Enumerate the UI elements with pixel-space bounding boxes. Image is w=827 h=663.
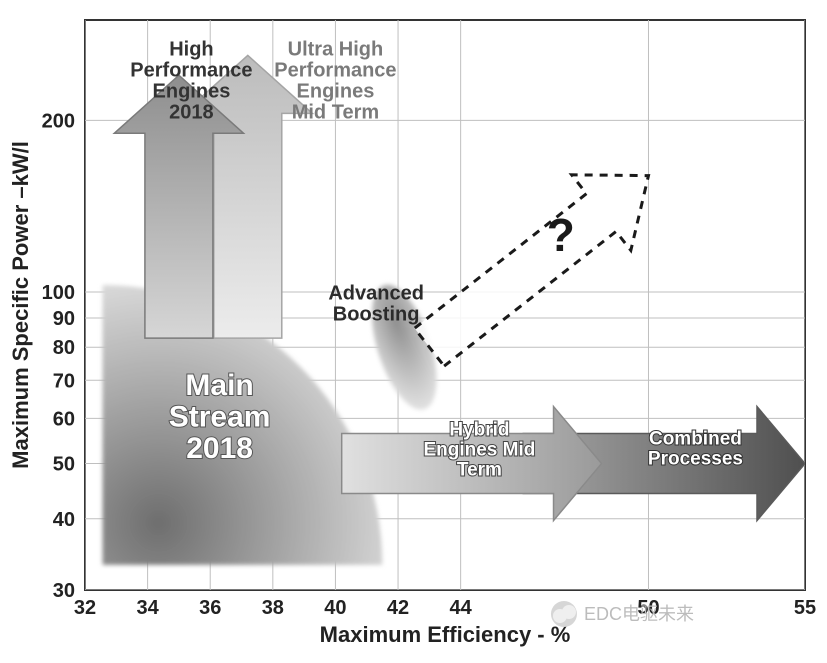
x-axis-label: Maximum Efficiency - % bbox=[320, 622, 571, 647]
svg-text:100: 100 bbox=[42, 282, 75, 304]
y-axis-ticks: 30 40 50 60 70 80 90 100 200 bbox=[42, 110, 75, 602]
svg-text:42: 42 bbox=[387, 597, 409, 619]
svg-text:34: 34 bbox=[136, 597, 159, 619]
svg-text:80: 80 bbox=[53, 337, 75, 359]
y-axis-label: Maximum Specific Power –kW/l bbox=[8, 141, 33, 469]
svg-text:?: ? bbox=[547, 209, 575, 261]
svg-text:40: 40 bbox=[324, 597, 346, 619]
svg-text:200: 200 bbox=[42, 110, 75, 132]
svg-text:CombinedProcesses: CombinedProcesses bbox=[648, 428, 743, 469]
svg-text:44: 44 bbox=[450, 597, 473, 619]
engine-efficiency-power-chart: 30405060708090100200 323436384042445055 … bbox=[0, 0, 827, 663]
svg-text:60: 60 bbox=[53, 408, 75, 430]
svg-text:30: 30 bbox=[53, 580, 75, 602]
svg-text:AdvancedBoosting: AdvancedBoosting bbox=[328, 282, 424, 325]
svg-text:32: 32 bbox=[74, 597, 96, 619]
svg-text:38: 38 bbox=[262, 597, 284, 619]
svg-text:55: 55 bbox=[794, 597, 816, 619]
svg-text:70: 70 bbox=[53, 370, 75, 392]
svg-text:36: 36 bbox=[199, 597, 221, 619]
watermark-text: EDC电驱未来 bbox=[584, 604, 694, 624]
svg-text:50: 50 bbox=[53, 454, 75, 476]
svg-text:40: 40 bbox=[53, 509, 75, 531]
svg-text:Ultra HighPerformanceEnginesMi: Ultra HighPerformanceEnginesMid Term bbox=[274, 38, 396, 123]
watermark: EDC电驱未来 bbox=[551, 601, 694, 627]
svg-text:90: 90 bbox=[53, 308, 75, 330]
x-axis-ticks: 323436384042445055 bbox=[74, 597, 816, 619]
